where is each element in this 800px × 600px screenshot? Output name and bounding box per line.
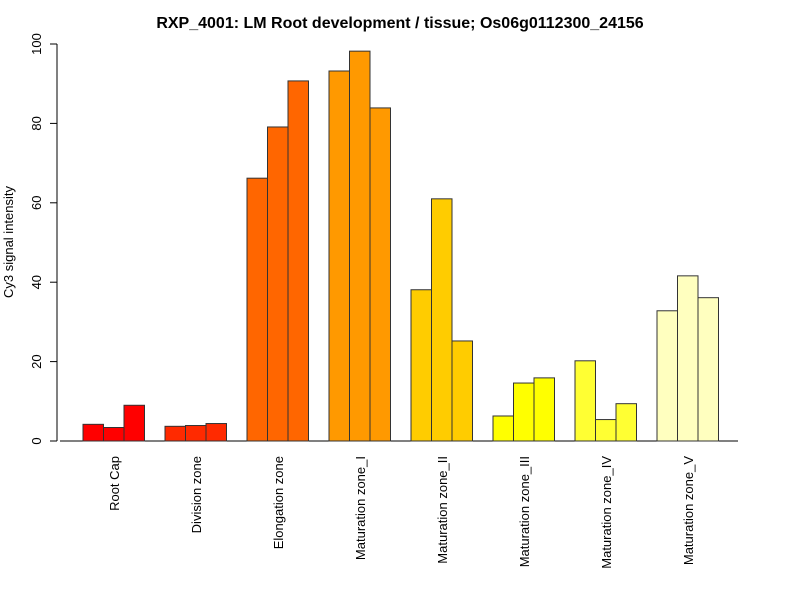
bar (82, 423, 104, 442)
y-tick-label: 0 (29, 437, 44, 444)
y-tick-label: 100 (29, 33, 44, 55)
y-axis-label: Cy3 signal intensity (1, 186, 16, 298)
bar (615, 403, 637, 442)
bar (656, 310, 678, 442)
bar (574, 360, 596, 442)
x-category-label: Elongation zone (271, 456, 286, 549)
bar (431, 198, 453, 442)
bar (205, 423, 227, 442)
y-tick-label: 40 (29, 275, 44, 289)
bar (697, 297, 719, 442)
x-category-label: Root Cap (107, 456, 122, 511)
bar (246, 177, 268, 442)
bar (287, 80, 309, 442)
bar (533, 377, 555, 442)
x-category-label: Maturation zone_I (353, 456, 368, 560)
y-tick-label: 80 (29, 116, 44, 130)
bar (410, 289, 432, 442)
y-tick-label: 60 (29, 196, 44, 210)
bar (451, 340, 473, 442)
x-category-label: Division zone (189, 456, 204, 533)
x-category-label: Maturation zone_III (517, 456, 532, 567)
bar (349, 50, 371, 442)
bar (103, 427, 125, 442)
bar (369, 107, 391, 442)
bar (595, 419, 617, 442)
bar (677, 275, 699, 442)
bar (185, 425, 207, 442)
bar (492, 415, 514, 442)
bar (164, 425, 186, 442)
bar (267, 126, 289, 442)
category-labels: Root Cap Division zone Elongation zone Matu… (107, 456, 696, 569)
x-category-label: Maturation zone_II (435, 456, 450, 564)
bar (513, 382, 535, 442)
y-tick-label: 20 (29, 354, 44, 368)
bar (328, 70, 350, 442)
x-category-label: Maturation zone_V (681, 456, 696, 565)
bar (123, 404, 145, 442)
y-axis: 0 20 40 60 80 100 (29, 33, 58, 445)
x-category-label: Maturation zone_IV (599, 456, 614, 569)
chart-title: RXP_4001: LM Root development / tissue; … (156, 15, 643, 32)
bars-group (82, 50, 719, 442)
